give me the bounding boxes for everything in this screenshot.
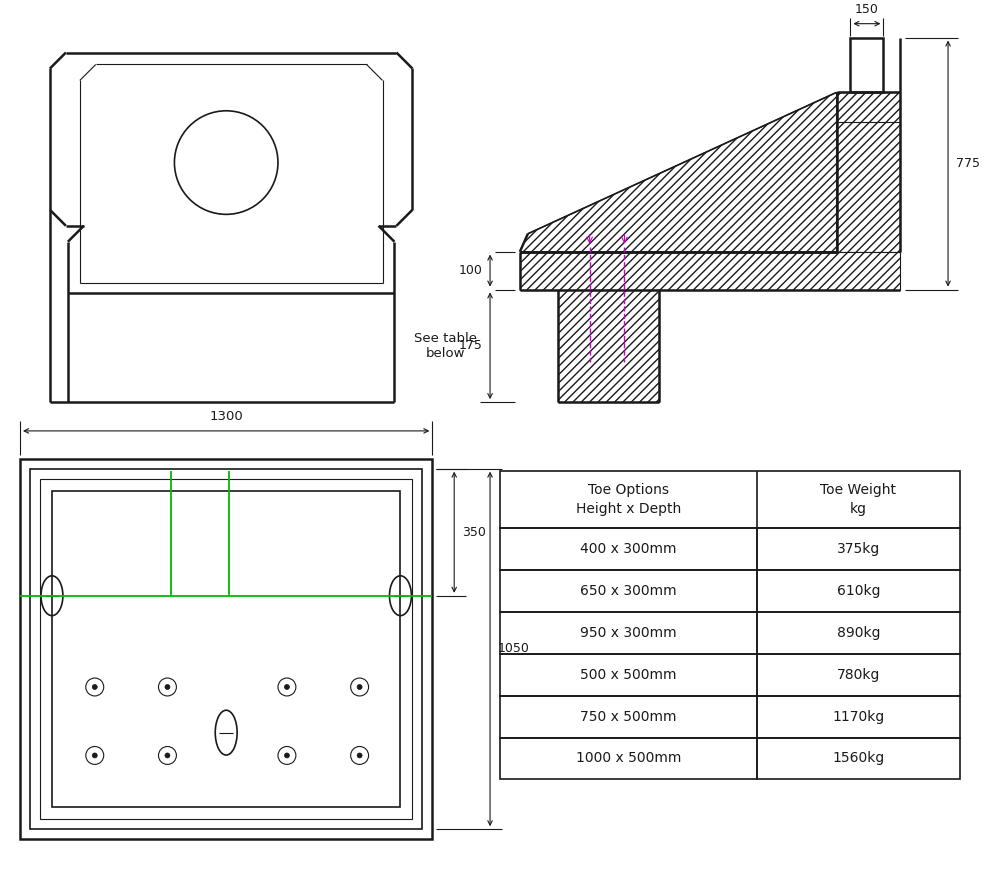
Circle shape bbox=[165, 685, 170, 689]
Text: 350: 350 bbox=[462, 526, 486, 539]
Polygon shape bbox=[837, 92, 900, 252]
Circle shape bbox=[284, 685, 289, 689]
Polygon shape bbox=[520, 92, 837, 252]
Bar bbox=[757, 696, 960, 738]
Circle shape bbox=[357, 753, 362, 758]
Bar bbox=[40, 479, 412, 819]
Bar bbox=[757, 570, 960, 612]
Polygon shape bbox=[558, 289, 659, 402]
Text: 400 x 300mm: 400 x 300mm bbox=[580, 542, 677, 556]
Text: 610kg: 610kg bbox=[837, 584, 880, 598]
Text: 750 x 500mm: 750 x 500mm bbox=[580, 710, 677, 724]
Bar bbox=[52, 491, 400, 807]
Text: 150: 150 bbox=[855, 3, 879, 16]
Circle shape bbox=[165, 753, 170, 758]
Text: 100: 100 bbox=[458, 264, 482, 277]
Circle shape bbox=[357, 685, 362, 689]
Polygon shape bbox=[520, 252, 900, 289]
Text: 775: 775 bbox=[956, 157, 980, 170]
Text: 890kg: 890kg bbox=[837, 626, 880, 640]
Text: 650 x 300mm: 650 x 300mm bbox=[580, 584, 677, 598]
Bar bbox=[500, 738, 757, 779]
Text: 500 x 500mm: 500 x 500mm bbox=[580, 668, 677, 682]
Bar bbox=[500, 528, 757, 570]
Bar bbox=[757, 528, 960, 570]
Bar bbox=[757, 612, 960, 654]
Text: Toe Weight
kg: Toe Weight kg bbox=[820, 483, 896, 516]
Text: 1050: 1050 bbox=[498, 642, 530, 655]
Text: 780kg: 780kg bbox=[837, 668, 880, 682]
Text: 1560kg: 1560kg bbox=[832, 752, 885, 766]
Bar bbox=[500, 471, 960, 528]
Bar bbox=[500, 570, 757, 612]
Text: 950 x 300mm: 950 x 300mm bbox=[580, 626, 677, 640]
Text: Toe Options
Height x Depth: Toe Options Height x Depth bbox=[576, 483, 681, 516]
Text: 1000 x 500mm: 1000 x 500mm bbox=[576, 752, 681, 766]
Text: 175: 175 bbox=[458, 339, 482, 352]
Text: 1300: 1300 bbox=[209, 410, 243, 423]
Text: 1170kg: 1170kg bbox=[832, 710, 885, 724]
Circle shape bbox=[284, 753, 289, 758]
Bar bbox=[30, 468, 422, 829]
Circle shape bbox=[92, 685, 97, 689]
Text: 375kg: 375kg bbox=[837, 542, 880, 556]
Bar bbox=[850, 37, 883, 92]
Bar bbox=[500, 696, 757, 738]
Bar bbox=[757, 738, 960, 779]
Bar bbox=[500, 654, 757, 696]
Bar bbox=[500, 612, 757, 654]
Text: See table
below: See table below bbox=[414, 332, 477, 360]
Circle shape bbox=[92, 753, 97, 758]
Bar bbox=[20, 459, 432, 839]
Bar bbox=[757, 654, 960, 696]
